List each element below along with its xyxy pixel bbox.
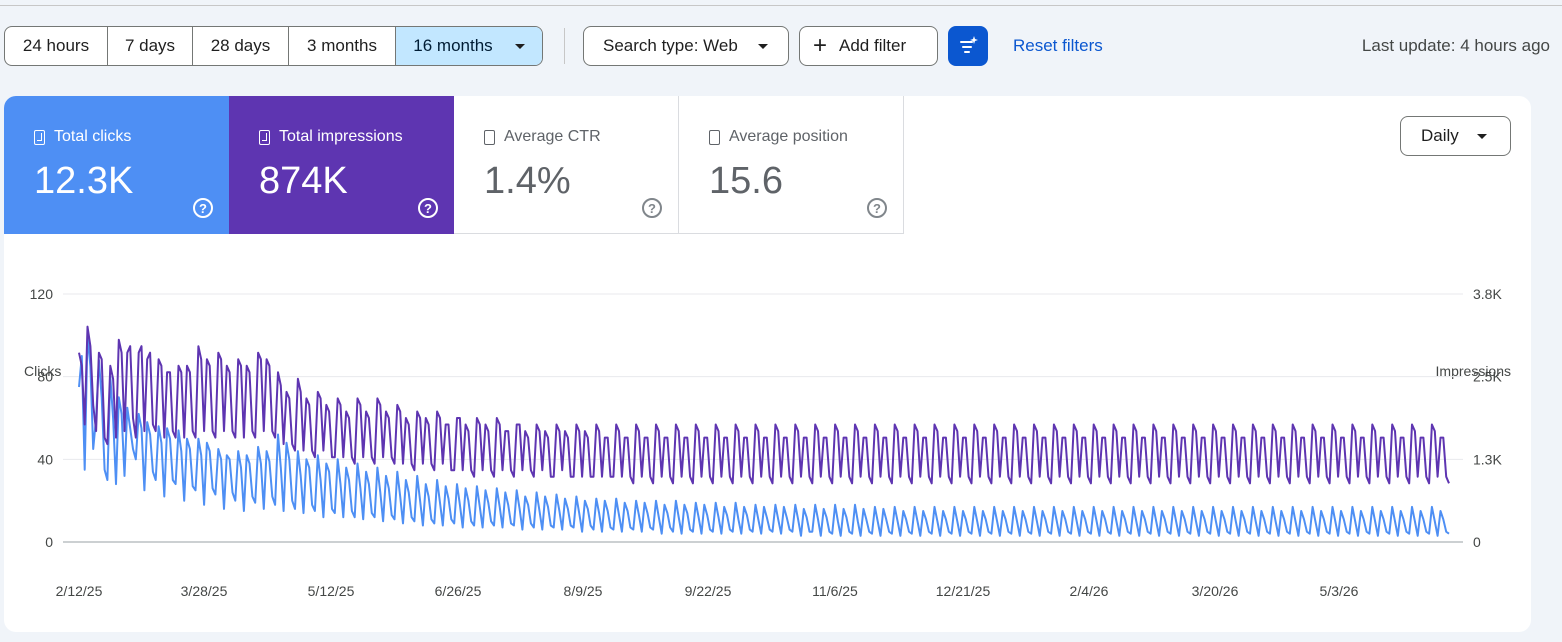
range-16-months-label: 16 months — [413, 36, 493, 55]
series-line-impressions — [78, 325, 1450, 485]
x-tick-label: 5/3/26 — [1320, 583, 1359, 599]
x-tick-label: 3/28/25 — [181, 583, 228, 599]
checkbox-checked-icon — [259, 129, 270, 145]
search-type-label: Search type: Web — [603, 36, 738, 55]
left-tick-label: 0 — [45, 534, 53, 550]
metric-label: Total impressions — [259, 128, 403, 146]
date-range-selector: 24 hours 7 days 28 days 3 months 16 mont… — [4, 26, 543, 66]
granularity-dropdown[interactable]: Daily — [1400, 116, 1511, 156]
left-tick-label: 40 — [37, 451, 53, 467]
metric-total-impressions[interactable]: Total impressions 874K ? — [229, 96, 454, 234]
help-icon[interactable]: ? — [642, 198, 662, 218]
checkbox-unchecked-icon — [484, 129, 495, 145]
chevron-down-icon — [514, 43, 525, 49]
performance-card: Total clicks 12.3K ? Total impressions 8… — [4, 96, 1531, 632]
series-line-clicks — [78, 334, 1450, 537]
ai-filter-button[interactable] — [948, 26, 988, 66]
left-tick-label: 80 — [37, 369, 53, 385]
metric-label-text: Total clicks — [54, 128, 132, 145]
performance-chart[interactable]: Clicks Impressions 120 80 40 0 3.8K 2.5K 1.3K… — [4, 234, 1531, 632]
metric-label: Average position — [709, 128, 848, 146]
top-divider — [0, 5, 1562, 6]
x-tick-label: 8/9/25 — [564, 583, 603, 599]
date-toolbar: 24 hours 7 days 28 days 3 months 16 mont… — [4, 26, 1558, 66]
chart-series — [78, 325, 1450, 537]
toolbar-divider — [564, 28, 565, 64]
x-tick-label: 11/6/25 — [812, 583, 858, 599]
metric-value: 15.6 — [709, 160, 783, 202]
range-16-months[interactable]: 16 months — [396, 27, 542, 65]
left-tick-label: 120 — [30, 286, 54, 302]
metric-total-clicks[interactable]: Total clicks 12.3K ? — [4, 96, 229, 234]
range-7-days[interactable]: 7 days — [108, 27, 193, 65]
x-tick-label: 12/21/25 — [936, 583, 991, 599]
add-filter-label: Add filter — [839, 36, 907, 55]
help-icon[interactable]: ? — [193, 198, 213, 218]
chevron-down-icon — [1476, 133, 1487, 139]
right-tick-label: 1.3K — [1473, 451, 1502, 467]
granularity-label: Daily — [1421, 126, 1459, 145]
metric-value: 874K — [259, 160, 348, 202]
metric-value: 12.3K — [34, 160, 134, 202]
range-3-months[interactable]: 3 months — [289, 27, 396, 65]
x-tick-label: 3/20/26 — [1192, 583, 1239, 599]
range-24-hours[interactable]: 24 hours — [5, 27, 108, 65]
right-tick-label: 2.5K — [1473, 369, 1502, 385]
left-axis-ticks: 120 80 40 0 — [30, 286, 54, 550]
add-filter-button[interactable]: + Add filter — [799, 26, 938, 66]
x-tick-label: 9/22/25 — [685, 583, 732, 599]
x-tick-label: 2/4/26 — [1070, 583, 1109, 599]
metric-label-text: Total impressions — [279, 128, 403, 145]
checkbox-unchecked-icon — [709, 129, 720, 145]
search-type-dropdown[interactable]: Search type: Web — [583, 26, 789, 66]
reset-filters-link[interactable]: Reset filters — [1013, 36, 1103, 55]
x-axis-ticks: 2/12/25 3/28/25 5/12/25 6/26/25 8/9/25 9/22/2… — [56, 583, 1359, 599]
x-tick-label: 5/12/25 — [308, 583, 355, 599]
x-tick-label: 2/12/25 — [56, 583, 103, 599]
metric-label-text: Average position — [729, 128, 848, 145]
last-update-text: Last update: 4 hours ago — [1361, 36, 1550, 55]
right-axis-ticks: 3.8K 2.5K 1.3K 0 — [1473, 286, 1502, 550]
checkbox-checked-icon — [34, 129, 45, 145]
plus-icon: + — [813, 32, 828, 59]
metric-label-text: Average CTR — [504, 128, 601, 145]
metric-average-ctr[interactable]: Average CTR 1.4% ? — [454, 96, 679, 234]
right-tick-label: 0 — [1473, 534, 1481, 550]
chevron-down-icon — [757, 43, 768, 49]
x-tick-label: 6/26/25 — [435, 583, 482, 599]
chart-grid — [63, 293, 1463, 543]
help-icon[interactable]: ? — [867, 198, 887, 218]
metric-average-position[interactable]: Average position 15.6 ? — [679, 96, 904, 234]
metric-value: 1.4% — [484, 160, 571, 202]
sparkle-filter-icon — [960, 36, 978, 53]
right-tick-label: 3.8K — [1473, 286, 1502, 302]
help-icon[interactable]: ? — [418, 198, 438, 218]
metric-label: Average CTR — [484, 128, 601, 146]
right-axis-label: Impressions — [1436, 363, 1511, 379]
range-28-days[interactable]: 28 days — [193, 27, 289, 65]
metric-label: Total clicks — [34, 128, 131, 146]
left-axis-label: Clicks — [24, 363, 61, 379]
